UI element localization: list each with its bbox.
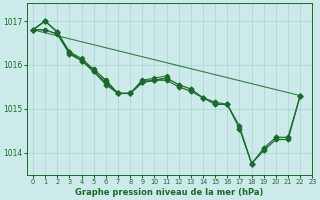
X-axis label: Graphe pression niveau de la mer (hPa): Graphe pression niveau de la mer (hPa) [76, 188, 264, 197]
